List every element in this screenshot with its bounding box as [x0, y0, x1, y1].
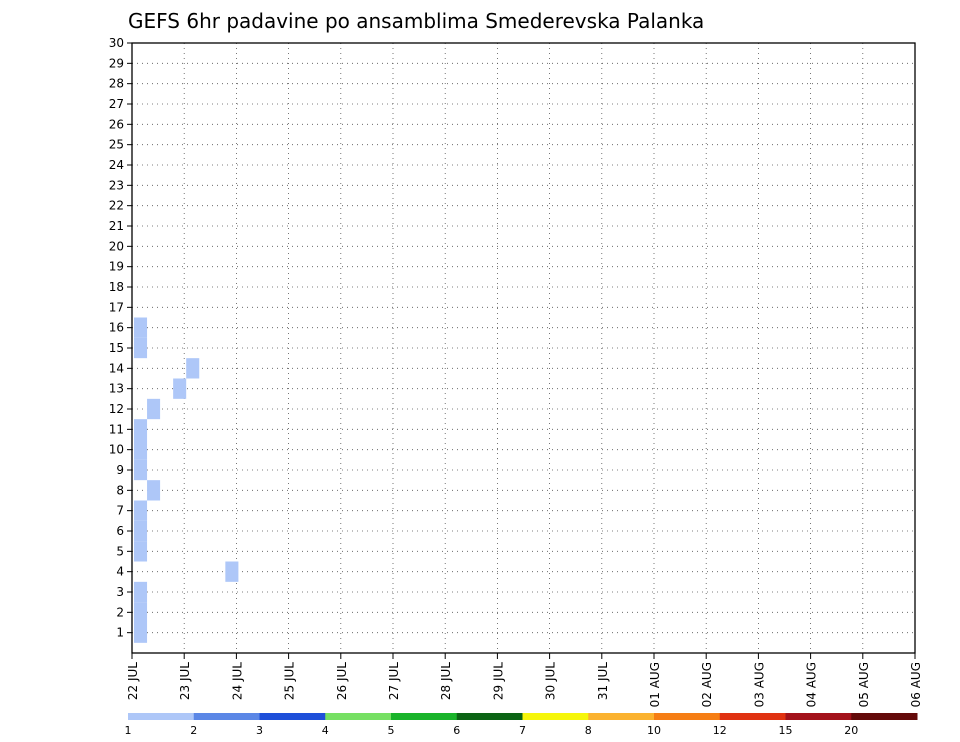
- y-tick-label: 8: [116, 483, 124, 497]
- colorbar-label: 4: [322, 724, 329, 737]
- colorbar-swatch: [391, 713, 458, 720]
- colorbar-label: 20: [844, 724, 858, 737]
- colorbar-label: 12: [713, 724, 727, 737]
- precip-cell: [134, 520, 148, 542]
- y-tick-label: 19: [109, 260, 124, 274]
- colorbar-swatch: [522, 713, 589, 720]
- precip-cell: [134, 439, 148, 460]
- precip-cell: [225, 561, 239, 582]
- x-tick-label: 27 JUL: [387, 662, 401, 700]
- y-tick-label: 14: [109, 361, 124, 375]
- y-tick-label: 23: [109, 178, 124, 192]
- colorbar-swatch: [128, 713, 195, 720]
- colorbar-label: 6: [453, 724, 460, 737]
- precip-cell: [186, 358, 200, 379]
- colorbar-label: 7: [519, 724, 526, 737]
- colorbar-swatch: [851, 713, 918, 720]
- colorbar-label: 10: [647, 724, 661, 737]
- y-tick-label: 30: [109, 36, 124, 50]
- colorbar-label: 15: [779, 724, 793, 737]
- y-tick-label: 21: [109, 219, 124, 233]
- y-tick-label: 27: [109, 97, 124, 111]
- y-tick-label: 5: [116, 544, 124, 558]
- precip-cell: [134, 581, 148, 603]
- colorbar-swatch: [719, 713, 786, 720]
- colorbar-swatch: [259, 713, 326, 720]
- y-tick-label: 7: [116, 504, 124, 518]
- x-tick-label: 29 JUL: [491, 662, 505, 700]
- precip-cell: [134, 541, 148, 562]
- y-tick-label: 25: [109, 138, 124, 152]
- precip-cell: [134, 500, 148, 521]
- y-tick-label: 26: [109, 117, 124, 131]
- y-tick-label: 17: [109, 300, 124, 314]
- x-tick-label: 22 JUL: [126, 662, 140, 700]
- precip-cell: [134, 459, 148, 481]
- colorbar-label: 3: [256, 724, 263, 737]
- y-tick-label: 20: [109, 239, 124, 253]
- colorbar-swatch: [785, 713, 852, 720]
- y-tick-label: 22: [109, 199, 124, 213]
- y-tick-label: 29: [109, 56, 124, 70]
- y-tick-label: 2: [116, 605, 124, 619]
- x-tick-label: 23 JUL: [178, 662, 192, 700]
- y-tick-label: 12: [109, 402, 124, 416]
- x-tick-label: 05 AUG: [857, 662, 871, 707]
- y-tick-label: 10: [109, 443, 124, 457]
- y-tick-label: 28: [109, 77, 124, 91]
- y-tick-label: 1: [116, 626, 124, 640]
- colorbar-swatch: [193, 713, 260, 720]
- x-tick-label: 31 JUL: [596, 662, 610, 700]
- y-tick-label: 24: [109, 158, 124, 172]
- precip-cell: [134, 317, 148, 338]
- y-tick-label: 4: [116, 565, 124, 579]
- y-tick-label: 6: [116, 524, 124, 538]
- y-tick-label: 18: [109, 280, 124, 294]
- x-tick-label: 30 JUL: [544, 662, 558, 700]
- y-tick-label: 13: [109, 382, 124, 396]
- x-tick-label: 28 JUL: [439, 662, 453, 700]
- y-tick-label: 15: [109, 341, 124, 355]
- precip-cell: [134, 419, 148, 440]
- precip-cell: [134, 622, 148, 643]
- x-tick-label: 25 JUL: [283, 662, 297, 700]
- colorbar-label: 1: [125, 724, 132, 737]
- colorbar-label: 5: [388, 724, 395, 737]
- colorbar-label: 8: [585, 724, 592, 737]
- y-tick-label: 9: [116, 463, 124, 477]
- precip-cell: [134, 337, 148, 359]
- x-tick-label: 02 AUG: [700, 662, 714, 707]
- colorbar-swatch: [325, 713, 392, 720]
- precip-cell: [173, 378, 187, 399]
- x-tick-label: 03 AUG: [752, 662, 766, 707]
- colorbar-swatch: [588, 713, 655, 720]
- colorbar-label: 2: [190, 724, 197, 737]
- colorbar-swatch: [654, 713, 721, 720]
- y-tick-label: 16: [109, 321, 124, 335]
- x-tick-label: 01 AUG: [648, 662, 662, 707]
- y-tick-label: 11: [109, 422, 124, 436]
- precip-cell: [147, 480, 161, 501]
- colorbar-swatch: [456, 713, 523, 720]
- x-tick-label: 24 JUL: [230, 662, 244, 700]
- y-tick-label: 3: [116, 585, 124, 599]
- x-tick-label: 26 JUL: [335, 662, 349, 700]
- x-tick-label: 04 AUG: [805, 662, 819, 707]
- precip-cell: [147, 398, 161, 420]
- precip-cell: [134, 602, 148, 623]
- x-tick-label: 06 AUG: [909, 662, 923, 707]
- chart-title: GEFS 6hr padavine po ansamblima Smederev…: [128, 9, 704, 33]
